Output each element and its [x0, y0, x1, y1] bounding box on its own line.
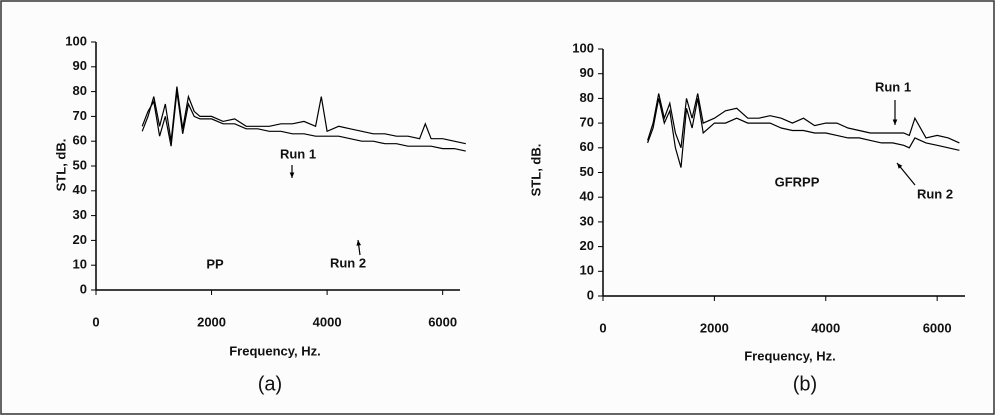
y-tick-label: 20 [73, 232, 87, 247]
y-tick-label: 100 [65, 33, 87, 48]
series-label: Run 2 [917, 186, 953, 201]
y-tick-label: 70 [73, 108, 87, 123]
annotation: GFRPP [775, 174, 820, 189]
caption: (a) [258, 373, 282, 395]
series-line [647, 93, 960, 149]
x-tick-label: 2000 [197, 314, 226, 329]
annotation: PP [206, 256, 224, 271]
caption: (b) [793, 373, 817, 395]
x-axis-title: Frequency, Hz. [744, 348, 836, 363]
y-tick-label: 90 [73, 58, 87, 73]
y-tick-label: 60 [73, 133, 87, 148]
arrow-head [356, 240, 362, 246]
y-tick-label: 40 [580, 189, 594, 204]
series-line [647, 98, 960, 168]
series-label: Run 1 [875, 79, 911, 94]
x-tick-label: 6000 [923, 320, 952, 335]
y-tick-label: 80 [580, 90, 594, 105]
series-label: Run 1 [280, 146, 316, 161]
y-tick-label: 100 [572, 40, 594, 55]
series-label: Run 2 [330, 255, 366, 270]
y-axis-title: STL, dB. [528, 144, 543, 197]
y-tick-label: 10 [580, 263, 594, 278]
y-tick-label: 0 [80, 281, 87, 296]
y-axis-title: STL, dB. [53, 139, 68, 192]
y-tick-label: 0 [587, 287, 594, 302]
y-tick-label: 60 [580, 139, 594, 154]
y-tick-label: 40 [73, 182, 87, 197]
x-tick-label: 2000 [700, 320, 729, 335]
y-tick-label: 30 [580, 213, 594, 228]
x-tick-label: 0 [599, 320, 606, 335]
x-tick-label: 4000 [313, 314, 342, 329]
y-tick-label: 30 [73, 207, 87, 222]
x-axis-title: Frequency, Hz. [229, 343, 321, 358]
y-tick-label: 90 [580, 65, 594, 80]
x-tick-label: 0 [92, 314, 99, 329]
y-tick-label: 80 [73, 83, 87, 98]
x-tick-label: 6000 [428, 314, 457, 329]
x-tick-label: 4000 [811, 320, 840, 335]
y-tick-label: 50 [580, 164, 594, 179]
arrow-head [289, 172, 295, 178]
series-line [141, 91, 466, 152]
arrow-head [897, 163, 903, 169]
arrow-head [892, 119, 898, 125]
y-tick-label: 70 [580, 115, 594, 130]
y-tick-label: 50 [73, 157, 87, 172]
y-tick-label: 20 [580, 238, 594, 253]
y-tick-label: 10 [73, 257, 87, 272]
